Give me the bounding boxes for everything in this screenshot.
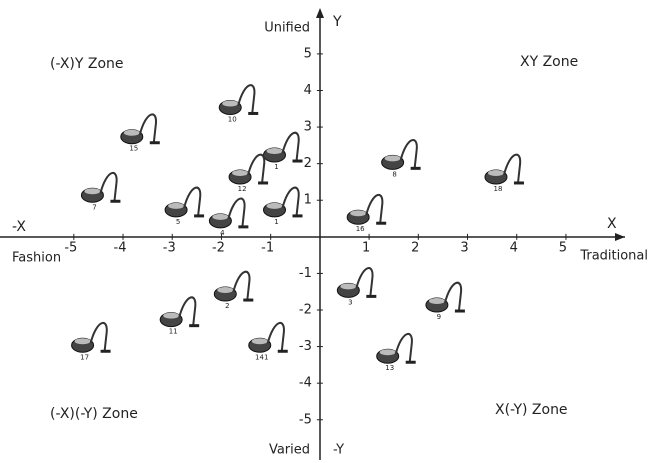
x-axis-name: X bbox=[607, 216, 617, 232]
vacuum-top bbox=[267, 148, 283, 154]
point-label: 5 bbox=[176, 218, 180, 226]
x-tick-label: 4 bbox=[510, 240, 518, 255]
y-tick-label: -5 bbox=[299, 412, 312, 427]
zone-label: XY Zone bbox=[520, 54, 578, 70]
x-right-label: Traditional bbox=[579, 249, 648, 264]
vacuum-marker: 4 bbox=[209, 199, 248, 237]
y-tick-label: -3 bbox=[299, 339, 312, 354]
x-arrow bbox=[615, 233, 625, 241]
y-top-label: Unified bbox=[264, 21, 310, 36]
y-arrow bbox=[316, 8, 324, 18]
x-neg-label: -X bbox=[12, 219, 26, 235]
vacuum-marker: 9 bbox=[426, 283, 465, 321]
point-label: 4 bbox=[220, 229, 225, 237]
vacuum-top bbox=[222, 100, 238, 106]
vacuum-marker: 2 bbox=[214, 272, 253, 310]
y-tick-label: 2 bbox=[304, 156, 312, 171]
y-tick-label: 3 bbox=[304, 120, 312, 135]
vacuum-marker: 1 bbox=[264, 188, 303, 226]
point-label: 18 bbox=[494, 185, 503, 193]
vacuum-marker: 8 bbox=[382, 140, 421, 178]
vacuum-top bbox=[340, 283, 356, 289]
chart: Unified Y Varied -Y -X Fashion X Traditi… bbox=[0, 0, 653, 463]
point-label: 1 bbox=[274, 218, 278, 226]
x-tick-label: 2 bbox=[411, 240, 419, 255]
vacuum-top bbox=[267, 203, 283, 209]
vacuum-marker: 141 bbox=[249, 323, 288, 361]
vacuum-top bbox=[429, 298, 445, 304]
vacuum-top bbox=[124, 130, 140, 136]
vacuum-marker: 5 bbox=[165, 188, 204, 226]
y-tick-label: 5 bbox=[304, 46, 312, 61]
x-tick-label: -2 bbox=[212, 240, 225, 255]
vacuum-marker: 11 bbox=[160, 297, 199, 335]
point-label: 15 bbox=[129, 145, 138, 153]
zone-label: X(-Y) Zone bbox=[495, 402, 568, 418]
point-label: 2 bbox=[225, 302, 229, 310]
point-label: 12 bbox=[238, 185, 247, 193]
vacuum-marker: 10 bbox=[219, 85, 258, 123]
zone-label: (-X)Y Zone bbox=[50, 56, 124, 72]
vacuum-marker: 17 bbox=[72, 323, 111, 361]
vacuum-top bbox=[488, 170, 504, 176]
vacuum-top bbox=[380, 349, 396, 355]
vacuum-top bbox=[217, 287, 233, 293]
vacuum-marker: 7 bbox=[81, 173, 120, 211]
y-neg-label: -Y bbox=[333, 443, 344, 458]
point-label: 7 bbox=[92, 203, 96, 211]
vacuum-top bbox=[232, 170, 248, 176]
x-tick-label: -3 bbox=[163, 240, 176, 255]
point-label: 11 bbox=[169, 328, 178, 336]
point-label: 10 bbox=[228, 115, 237, 123]
point-label: 8 bbox=[392, 170, 396, 178]
vacuum-marker: 15 bbox=[121, 114, 160, 152]
point-label: 9 bbox=[437, 313, 441, 321]
y-tick-label: 1 bbox=[304, 193, 312, 208]
point-label: 1 bbox=[274, 163, 278, 171]
vacuum-marker: 3 bbox=[337, 268, 376, 306]
vacuum-marker: 18 bbox=[485, 155, 524, 193]
y-axis-name: Y bbox=[332, 14, 342, 30]
point-label: 13 bbox=[385, 364, 394, 372]
vacuum-top bbox=[252, 338, 268, 344]
y-bottom-label: Varied bbox=[269, 443, 310, 458]
vacuum-top bbox=[212, 214, 228, 220]
vacuum-marker: 16 bbox=[347, 195, 386, 233]
vacuum-top bbox=[163, 313, 179, 319]
y-tick-label: -4 bbox=[299, 376, 312, 391]
x-tick-label: 1 bbox=[362, 240, 370, 255]
zone-label: (-X)(-Y) Zone bbox=[50, 406, 138, 422]
x-tick-label: -1 bbox=[261, 240, 274, 255]
vacuum-top bbox=[385, 155, 401, 161]
x-tick-label: 3 bbox=[460, 240, 468, 255]
point-label: 17 bbox=[80, 353, 89, 361]
x-tick-label: -4 bbox=[114, 240, 127, 255]
point-label: 3 bbox=[348, 298, 352, 306]
x-tick-label: 5 bbox=[559, 240, 567, 255]
x-tick-label: -5 bbox=[64, 240, 77, 255]
point-label: 141 bbox=[255, 353, 268, 361]
vacuum-top bbox=[350, 210, 366, 216]
vacuum-marker: 12 bbox=[229, 155, 268, 193]
vacuum-top bbox=[84, 188, 100, 194]
y-tick-label: -1 bbox=[299, 266, 312, 281]
x-left-label: Fashion bbox=[12, 251, 61, 266]
vacuum-top bbox=[168, 203, 184, 209]
vacuum-marker: 13 bbox=[377, 334, 416, 372]
point-label: 16 bbox=[356, 225, 365, 233]
vacuum-marker: 1 bbox=[264, 133, 303, 171]
vacuum-top bbox=[75, 338, 91, 344]
y-tick-label: 4 bbox=[304, 83, 312, 98]
y-tick-label: -2 bbox=[299, 303, 312, 318]
